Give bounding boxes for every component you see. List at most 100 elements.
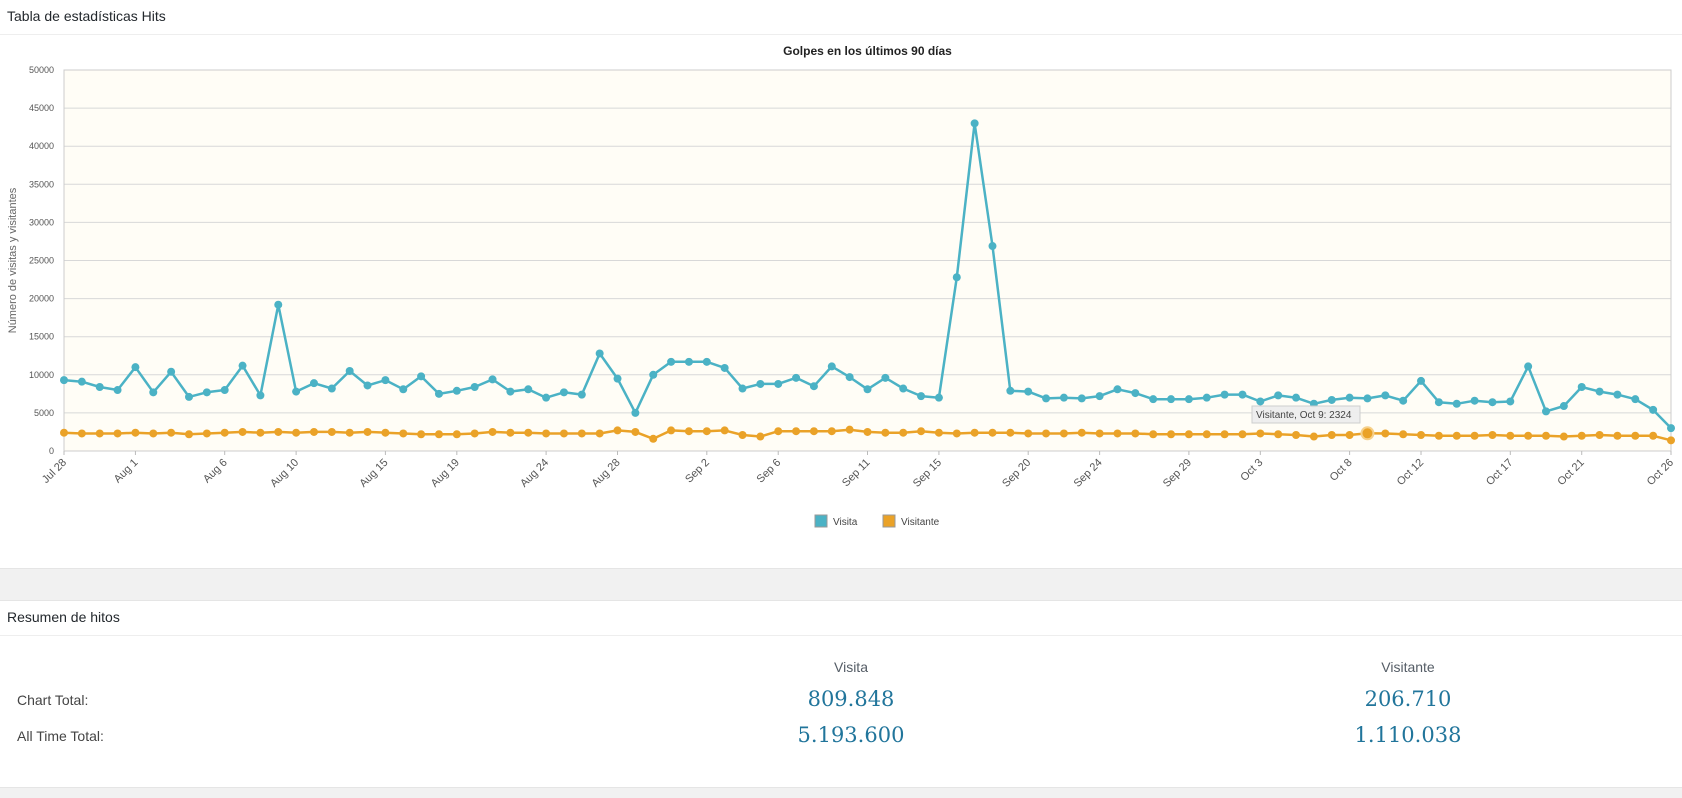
data-point-visita[interactable] [809,382,818,391]
data-point-visita[interactable] [542,393,551,402]
data-point-visitante[interactable] [327,427,336,436]
data-point-visitante[interactable] [1488,430,1497,439]
data-point-visitante[interactable] [167,428,176,437]
data-point-visitante[interactable] [684,427,693,436]
data-point-visita[interactable] [934,393,943,402]
data-point-visita[interactable] [131,363,140,372]
data-point-visitante[interactable] [470,429,479,438]
data-point-visitante[interactable] [1399,430,1408,439]
data-point-visita[interactable] [256,391,265,400]
data-point-visita[interactable] [881,373,890,382]
data-point-visita[interactable] [274,300,283,309]
data-point-visitante[interactable] [95,429,104,438]
data-point-visitante[interactable] [542,429,551,438]
data-point-visita[interactable] [524,385,533,394]
data-point-visitante[interactable] [1256,429,1265,438]
data-point-visitante[interactable] [60,428,68,437]
data-point-visitante[interactable] [559,429,568,438]
data-point-visitante[interactable] [1613,431,1622,440]
data-point-visita[interactable] [1006,386,1015,395]
data-point-visitante[interactable] [1649,431,1658,440]
data-point-visitante[interactable] [77,429,86,438]
data-point-visita[interactable] [1559,402,1568,411]
data-point-visitante[interactable] [488,427,497,436]
data-point-visita[interactable] [345,366,354,375]
data-point-visitante[interactable] [506,428,515,437]
data-point-visita[interactable] [1184,395,1193,404]
data-point-visita[interactable] [1256,397,1265,406]
data-point-visita[interactable] [488,375,497,384]
data-point-visitante[interactable] [524,428,533,437]
data-point-visitante[interactable] [1131,429,1140,438]
data-point-visita[interactable] [1577,382,1586,391]
data-point-visitante[interactable] [381,428,390,437]
data-point-visitante[interactable] [934,428,943,437]
data-point-visita[interactable] [452,386,461,395]
data-point-visitante[interactable] [452,430,461,439]
data-point-visitante[interactable] [1024,429,1033,438]
data-point-visitante[interactable] [309,427,318,436]
data-point-visitante[interactable] [184,430,193,439]
data-point-visita[interactable] [149,388,158,397]
data-point-visitante[interactable] [917,427,926,436]
data-point-visita[interactable] [381,376,390,385]
data-point-visita[interactable] [417,372,426,381]
data-point-visitante[interactable] [1417,430,1426,439]
data-point-visita[interactable] [1042,394,1051,403]
data-point-visita[interactable] [988,242,997,251]
data-point-visita[interactable] [1434,398,1443,407]
data-point-visitante[interactable] [809,427,818,436]
data-point-visita[interactable] [60,376,68,385]
data-point-visita[interactable] [738,384,747,393]
data-point-visita[interactable] [684,357,693,366]
data-point-visitante[interactable] [577,429,586,438]
data-point-visitante[interactable] [613,426,622,435]
data-point-visitante[interactable] [881,428,890,437]
data-point-visita[interactable] [899,384,908,393]
data-point-visita[interactable] [720,363,729,372]
data-point-visitante[interactable] [1452,431,1461,440]
data-point-visita[interactable] [756,379,765,388]
data-point-visita[interactable] [1613,390,1622,399]
data-point-visitante[interactable] [1113,429,1122,438]
data-point-visita[interactable] [1167,395,1176,404]
data-point-visitante[interactable] [631,427,640,436]
data-point-visitante[interactable] [845,425,854,434]
data-point-visitante[interactable] [899,428,908,437]
data-point-visita[interactable] [470,382,479,391]
data-point-visita[interactable] [1274,391,1283,400]
data-point-visitante[interactable] [113,429,122,438]
data-point-visitante[interactable] [434,430,443,439]
data-point-visitante[interactable] [1095,429,1104,438]
data-point-visita[interactable] [1095,392,1104,401]
data-point-visitante[interactable] [1667,436,1675,445]
data-point-visitante[interactable] [667,426,676,435]
data-point-visita[interactable] [1077,394,1086,403]
data-point-visitante[interactable] [1149,430,1158,439]
data-point-visitante[interactable] [1327,430,1336,439]
data-point-visitante[interactable] [970,428,979,437]
data-point-visitante[interactable] [1077,428,1086,437]
hits-line-chart[interactable]: Golpes en los últimos 90 días 0 5000 10000 1… [0,35,1682,569]
data-point-visita[interactable] [1631,395,1640,404]
data-point-visita[interactable] [309,379,318,388]
data-point-visita[interactable] [667,357,676,366]
data-point-visita[interactable] [1345,393,1354,402]
data-point-visita[interactable] [1667,424,1675,433]
data-point-visita[interactable] [1202,393,1211,402]
data-point-visitante[interactable] [792,427,801,436]
data-point-visitante[interactable] [1202,430,1211,439]
data-point-visita[interactable] [434,389,443,398]
data-point-visitante[interactable] [827,427,836,436]
data-point-visitante[interactable] [702,427,711,436]
data-point-visitante[interactable] [1167,430,1176,439]
data-point-visita[interactable] [1488,398,1497,407]
data-point-visita[interactable] [774,379,783,388]
data-point-visita[interactable] [77,377,86,386]
data-point-visita[interactable] [292,387,301,396]
data-point-visitante[interactable] [1042,429,1051,438]
data-point-visita[interactable] [95,382,104,391]
data-point-visita[interactable] [702,357,711,366]
data-point-visita[interactable] [1381,391,1390,400]
data-point-visitante[interactable] [1274,430,1283,439]
